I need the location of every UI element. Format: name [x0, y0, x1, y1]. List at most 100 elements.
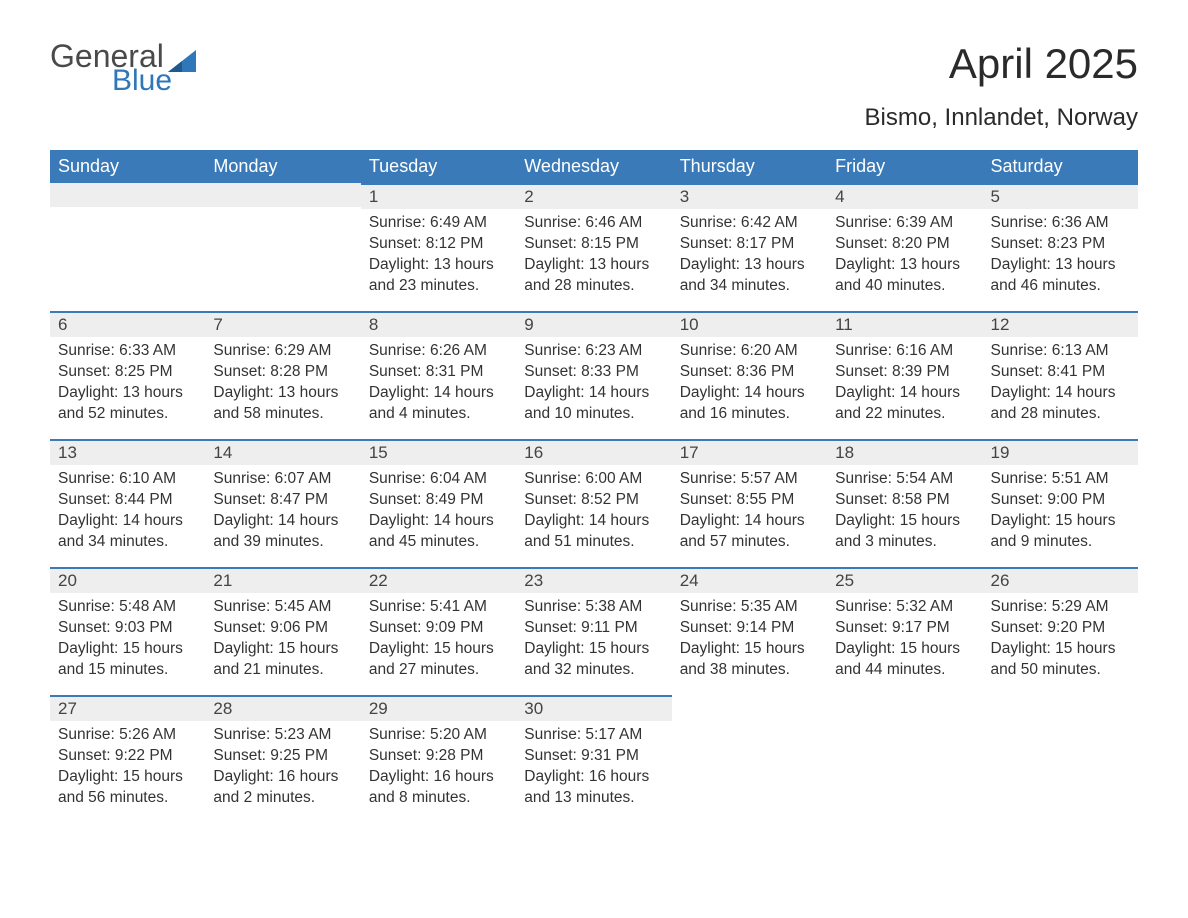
calendar-cell [205, 183, 360, 311]
sunrise-line: Sunrise: 6:33 AM [58, 341, 197, 362]
calendar-cell [983, 695, 1138, 823]
logo-text-blue: Blue [112, 66, 196, 96]
day-details: Sunrise: 6:20 AMSunset: 8:36 PMDaylight:… [672, 337, 827, 429]
sunset-line: Sunset: 9:09 PM [369, 618, 508, 639]
day-details: Sunrise: 5:54 AMSunset: 8:58 PMDaylight:… [827, 465, 982, 557]
calendar-cell: 21 Sunrise: 5:45 AMSunset: 9:06 PMDayligh… [205, 567, 360, 695]
day-details: Sunrise: 6:42 AMSunset: 8:17 PMDaylight:… [672, 209, 827, 301]
sunset-line: Sunset: 8:23 PM [991, 234, 1130, 255]
header: General Blue April 2025 [50, 40, 1138, 96]
sunset-line: Sunset: 8:47 PM [213, 490, 352, 511]
weekday-header-row: SundayMondayTuesdayWednesdayThursdayFrid… [50, 150, 1138, 183]
calendar-cell [672, 695, 827, 823]
day-number: 5 [983, 183, 1138, 209]
day-number: 30 [516, 695, 671, 721]
day-details: Sunrise: 6:46 AMSunset: 8:15 PMDaylight:… [516, 209, 671, 301]
day-details: Sunrise: 5:17 AMSunset: 9:31 PMDaylight:… [516, 721, 671, 813]
day-details: Sunrise: 6:36 AMSunset: 8:23 PMDaylight:… [983, 209, 1138, 301]
sunset-line: Sunset: 8:25 PM [58, 362, 197, 383]
calendar-row: 1Sunrise: 6:49 AMSunset: 8:12 PMDaylight… [50, 183, 1138, 311]
daylight-line: Daylight: 13 hours and 58 minutes. [213, 383, 352, 425]
day-details: Sunrise: 6:49 AMSunset: 8:12 PMDaylight:… [361, 209, 516, 301]
calendar-cell: 30Sunrise: 5:17 AMSunset: 9:31 PMDayligh… [516, 695, 671, 823]
calendar-cell: 8Sunrise: 6:26 AMSunset: 8:31 PMDaylight… [361, 311, 516, 439]
day-details: Sunrise: 5:48 AMSunset: 9:03 PMDaylight:… [50, 593, 205, 685]
calendar-cell: 16Sunrise: 6:00 AMSunset: 8:52 PMDayligh… [516, 439, 671, 567]
day-details: Sunrise: 5:26 AMSunset: 9:22 PMDaylight:… [50, 721, 205, 813]
day-details: Sunrise: 5:29 AMSunset: 9:20 PMDaylight:… [983, 593, 1138, 685]
calendar-cell: 17Sunrise: 5:57 AMSunset: 8:55 PMDayligh… [672, 439, 827, 567]
day-number: 2 [516, 183, 671, 209]
sunrise-line: Sunrise: 5:57 AM [680, 469, 819, 490]
daylight-line: Daylight: 13 hours and 28 minutes. [524, 255, 663, 297]
sunrise-line: Sunrise: 6:29 AM [213, 341, 352, 362]
calendar-cell: 24Sunrise: 5:35 AMSunset: 9:14 PMDayligh… [672, 567, 827, 695]
day-details: Sunrise: 5:32 AMSunset: 9:17 PMDaylight:… [827, 593, 982, 685]
day-details: Sunrise: 6:16 AMSunset: 8:39 PMDaylight:… [827, 337, 982, 429]
day-details: Sunrise: 6:33 AMSunset: 8:25 PMDaylight:… [50, 337, 205, 429]
sunrise-line: Sunrise: 6:00 AM [524, 469, 663, 490]
day-number: 26 [983, 567, 1138, 593]
sunrise-line: Sunrise: 5:32 AM [835, 597, 974, 618]
day-number: 16 [516, 439, 671, 465]
day-number: 7 [205, 311, 360, 337]
calendar-cell: 18Sunrise: 5:54 AMSunset: 8:58 PMDayligh… [827, 439, 982, 567]
calendar-row: 20Sunrise: 5:48 AMSunset: 9:03 PMDayligh… [50, 567, 1138, 695]
sunrise-line: Sunrise: 5:45 AM [213, 597, 352, 618]
weekday-header: Tuesday [361, 150, 516, 183]
calendar-row: 27Sunrise: 5:26 AMSunset: 9:22 PMDayligh… [50, 695, 1138, 823]
sunrise-line: Sunrise: 6:23 AM [524, 341, 663, 362]
calendar-body: 1Sunrise: 6:49 AMSunset: 8:12 PMDaylight… [50, 183, 1138, 823]
daylight-line: Daylight: 15 hours and 21 minutes. [213, 639, 352, 681]
daylight-line: Daylight: 14 hours and 57 minutes. [680, 511, 819, 553]
day-number-empty [205, 183, 360, 207]
sunset-line: Sunset: 8:17 PM [680, 234, 819, 255]
sunrise-line: Sunrise: 5:38 AM [524, 597, 663, 618]
sunrise-line: Sunrise: 6:07 AM [213, 469, 352, 490]
sunrise-line: Sunrise: 5:51 AM [991, 469, 1130, 490]
sunset-line: Sunset: 9:22 PM [58, 746, 197, 767]
sunset-line: Sunset: 9:06 PM [213, 618, 352, 639]
sunset-line: Sunset: 9:11 PM [524, 618, 663, 639]
sunset-line: Sunset: 8:28 PM [213, 362, 352, 383]
day-number: 9 [516, 311, 671, 337]
day-details: Sunrise: 5:23 AMSunset: 9:25 PMDaylight:… [205, 721, 360, 813]
day-number: 21 [205, 567, 360, 593]
daylight-line: Daylight: 14 hours and 22 minutes. [835, 383, 974, 425]
calendar-cell: 23 Sunrise: 5:38 AMSunset: 9:11 PMDayligh… [516, 567, 671, 695]
calendar-cell: 29Sunrise: 5:20 AMSunset: 9:28 PMDayligh… [361, 695, 516, 823]
daylight-line: Daylight: 15 hours and 44 minutes. [835, 639, 974, 681]
calendar-table: SundayMondayTuesdayWednesdayThursdayFrid… [50, 150, 1138, 823]
sunset-line: Sunset: 9:20 PM [991, 618, 1130, 639]
day-details: Sunrise: 6:00 AMSunset: 8:52 PMDaylight:… [516, 465, 671, 557]
sunset-line: Sunset: 8:33 PM [524, 362, 663, 383]
weekday-header: Thursday [672, 150, 827, 183]
sunrise-line: Sunrise: 6:20 AM [680, 341, 819, 362]
sunrise-line: Sunrise: 6:13 AM [991, 341, 1130, 362]
sunset-line: Sunset: 8:58 PM [835, 490, 974, 511]
day-number: 6 [50, 311, 205, 337]
sunrise-line: Sunrise: 5:26 AM [58, 725, 197, 746]
sunrise-line: Sunrise: 5:23 AM [213, 725, 352, 746]
day-details: Sunrise: 6:23 AMSunset: 8:33 PMDaylight:… [516, 337, 671, 429]
calendar-cell: 4Sunrise: 6:39 AMSunset: 8:20 PMDaylight… [827, 183, 982, 311]
calendar-cell: 25Sunrise: 5:32 AMSunset: 9:17 PMDayligh… [827, 567, 982, 695]
daylight-line: Daylight: 14 hours and 10 minutes. [524, 383, 663, 425]
calendar-cell: 12Sunrise: 6:13 AMSunset: 8:41 PMDayligh… [983, 311, 1138, 439]
day-number: 18 [827, 439, 982, 465]
daylight-line: Daylight: 16 hours and 2 minutes. [213, 767, 352, 809]
day-details: Sunrise: 6:07 AMSunset: 8:47 PMDaylight:… [205, 465, 360, 557]
calendar-cell: 3Sunrise: 6:42 AMSunset: 8:17 PMDaylight… [672, 183, 827, 311]
daylight-line: Daylight: 15 hours and 32 minutes. [524, 639, 663, 681]
sunset-line: Sunset: 9:17 PM [835, 618, 974, 639]
day-number: 23 [516, 567, 671, 593]
sunrise-line: Sunrise: 6:36 AM [991, 213, 1130, 234]
daylight-line: Daylight: 14 hours and 34 minutes. [58, 511, 197, 553]
day-number: 19 [983, 439, 1138, 465]
sunrise-line: Sunrise: 6:49 AM [369, 213, 508, 234]
sunset-line: Sunset: 8:36 PM [680, 362, 819, 383]
sunrise-line: Sunrise: 5:29 AM [991, 597, 1130, 618]
sunset-line: Sunset: 9:28 PM [369, 746, 508, 767]
sunset-line: Sunset: 8:39 PM [835, 362, 974, 383]
day-number: 27 [50, 695, 205, 721]
